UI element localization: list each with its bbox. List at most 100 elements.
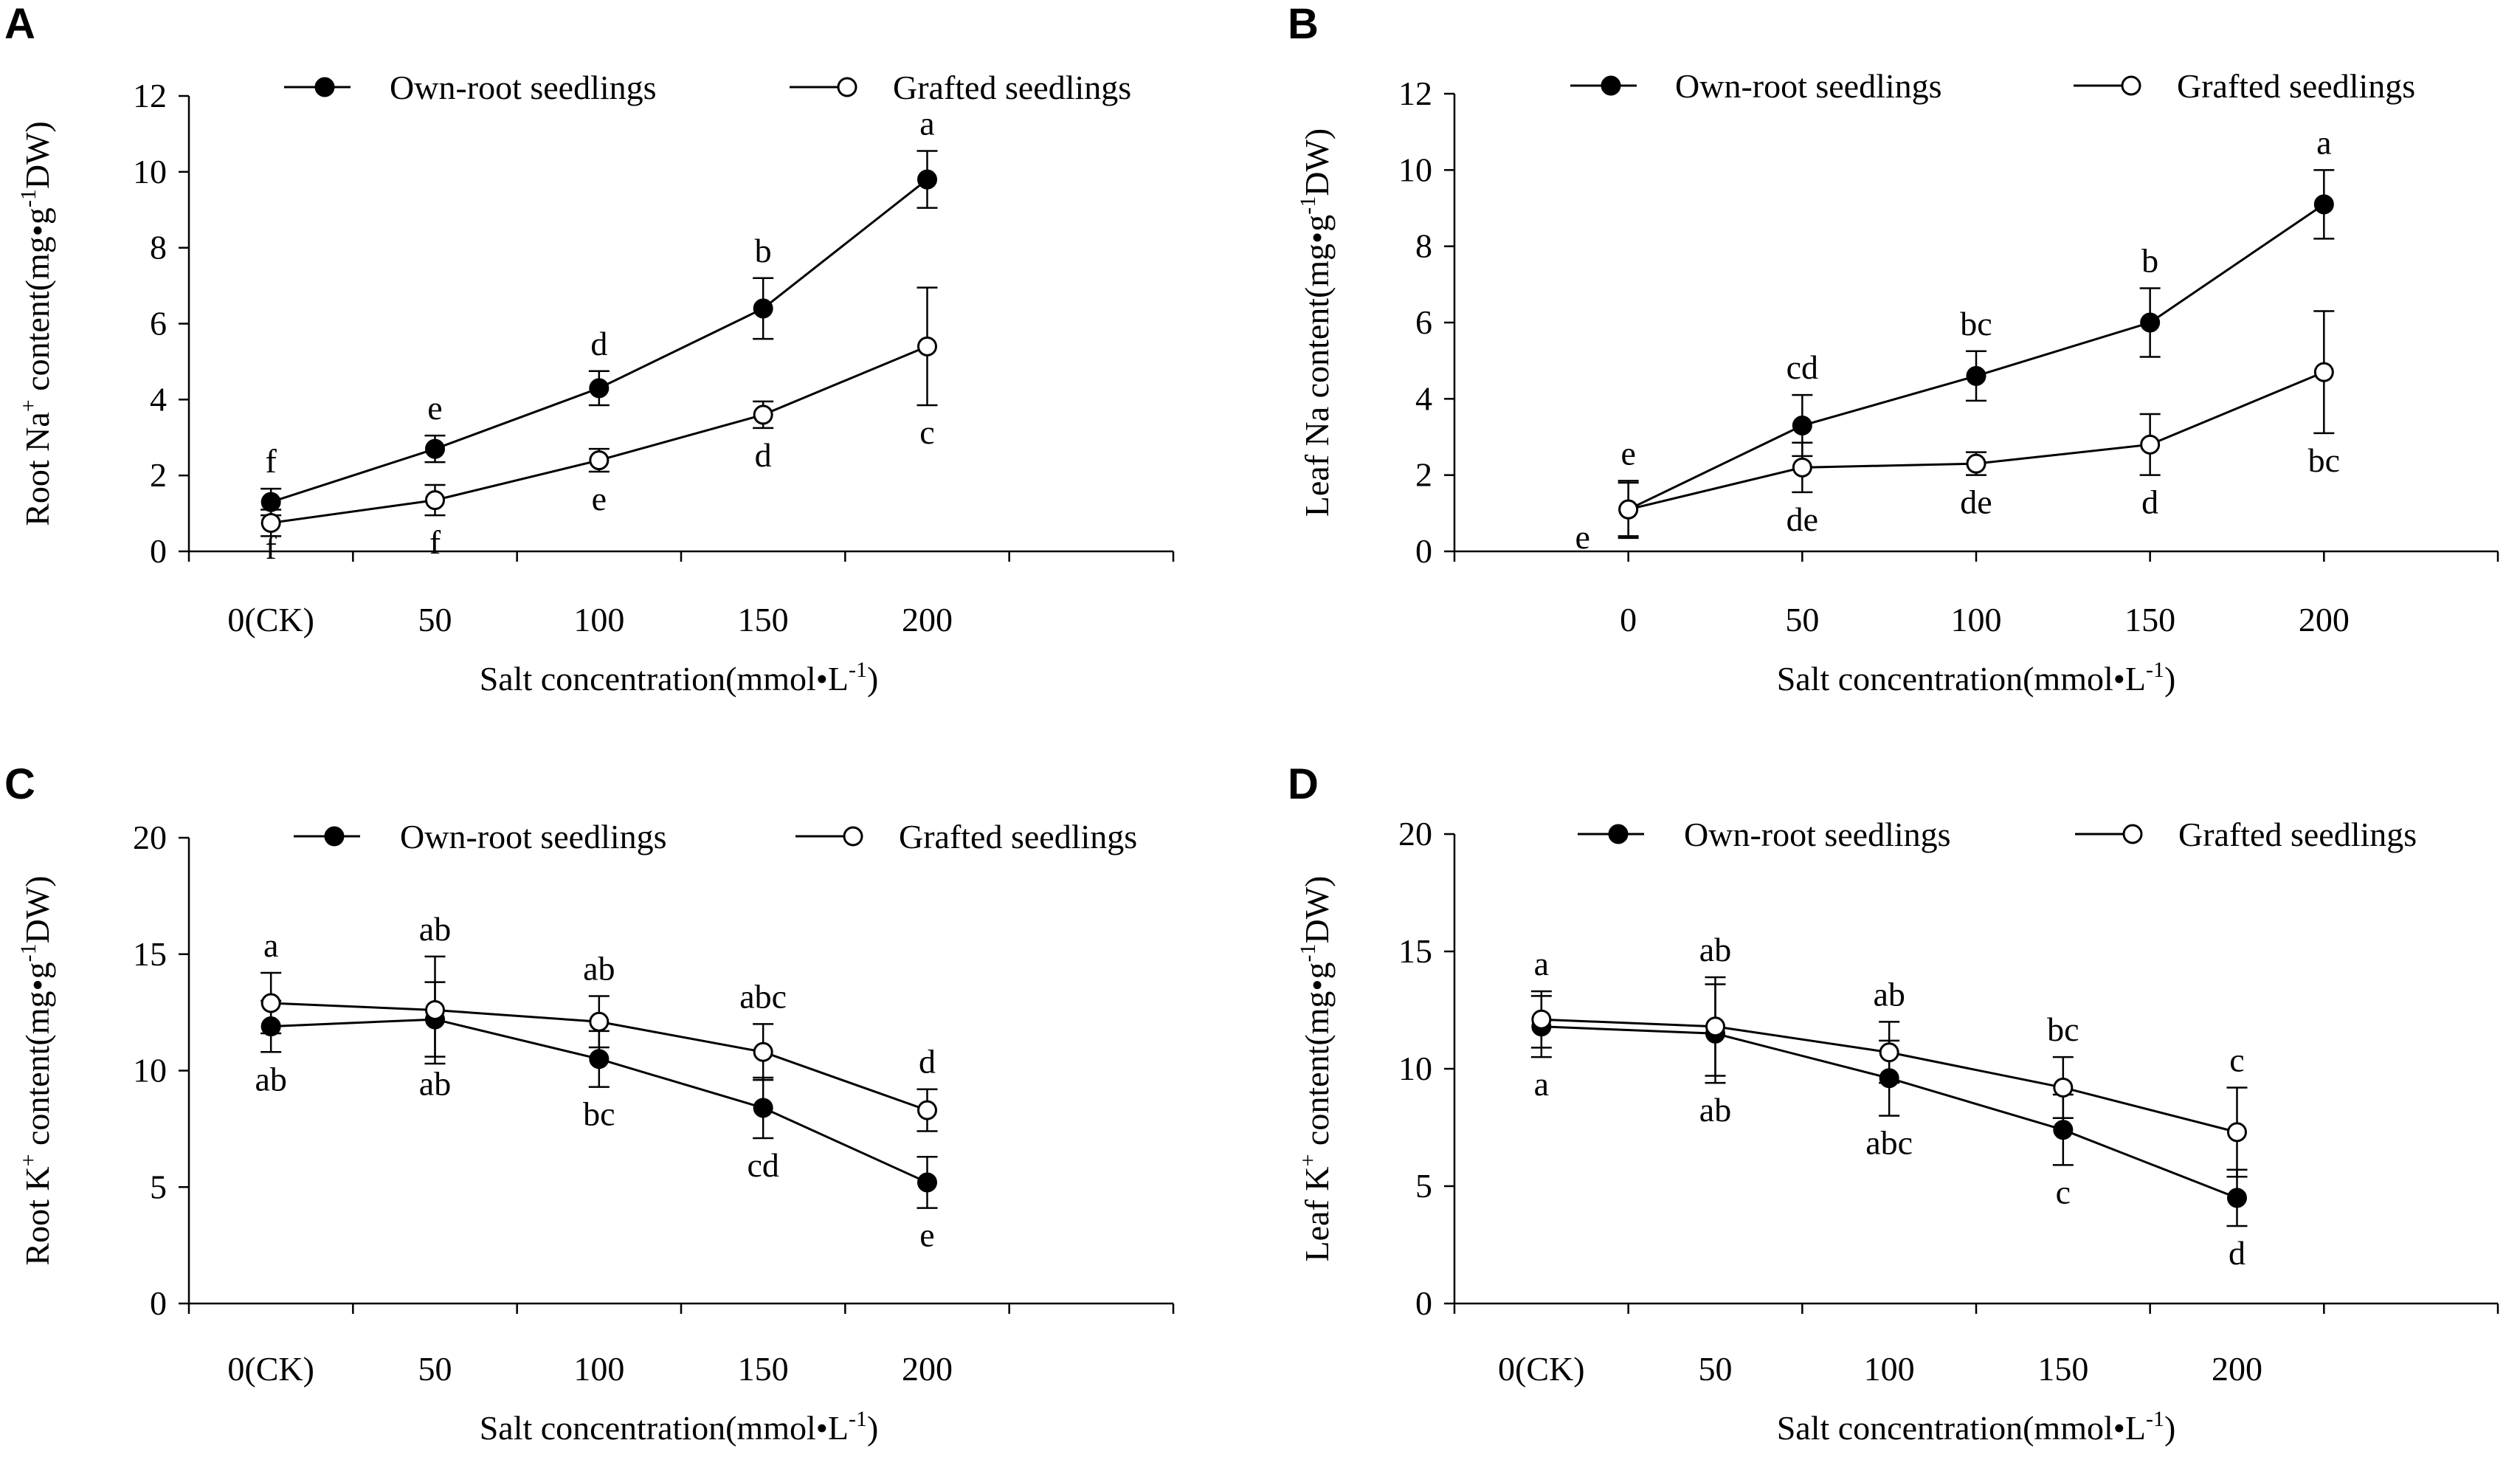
series-grafted: e de de d bc bbox=[1575, 310, 2340, 556]
legend-label: Own-root seedlings bbox=[1684, 816, 1951, 853]
chart-panel-b: B 0 2 4 6 8 10 12 0 50 100 150 200 Salt concentration… bbox=[1288, 0, 2499, 698]
x-tick-label: 150 bbox=[2037, 1350, 2088, 1388]
y-tick-label: 12 bbox=[133, 77, 167, 114]
significance-letter: d bbox=[919, 1043, 936, 1081]
y-tick-label: 10 bbox=[1398, 1050, 1432, 1087]
y-tick-label: 0 bbox=[150, 532, 167, 570]
legend-label: Grafted seedlings bbox=[2178, 816, 2417, 853]
data-point bbox=[917, 336, 937, 357]
x-axis-title-text: Salt concentration(mmol•L bbox=[1777, 1409, 2146, 1447]
y-axis-title-sup: + bbox=[1296, 1154, 1320, 1167]
significance-letter: d bbox=[590, 325, 607, 362]
data-point bbox=[589, 1049, 610, 1070]
significance-letter: f bbox=[266, 442, 277, 480]
significance-letter: bc bbox=[2047, 1010, 2079, 1048]
data-point bbox=[2313, 194, 2334, 215]
y-axis-title-text: content(mg•g bbox=[1298, 962, 1336, 1154]
data-point bbox=[260, 492, 281, 512]
x-tick-label: 200 bbox=[2299, 601, 2350, 638]
legend-item-own-root: Own-root seedlings bbox=[294, 818, 667, 855]
x-tick-label: 100 bbox=[573, 601, 624, 638]
y-axis-title-sup: + bbox=[16, 399, 41, 412]
y-tick-label: 2 bbox=[1415, 456, 1432, 494]
y-tick-label: 6 bbox=[150, 305, 167, 342]
y-tick-label: 8 bbox=[1415, 227, 1432, 265]
legend-item-grafted: Grafted seedlings bbox=[2074, 67, 2415, 105]
series-grafted: a ab ab abc d bbox=[260, 910, 938, 1132]
legend-label: Grafted seedlings bbox=[2177, 67, 2415, 105]
legend-filled-marker bbox=[314, 77, 335, 97]
y-tick-label: 20 bbox=[133, 819, 167, 856]
y-axis-title: Root Na+ content(mg•g-1DW) bbox=[16, 121, 56, 526]
significance-letter: e bbox=[592, 480, 607, 517]
y-axis-title: Leaf Na content(mg•g-1DW) bbox=[1296, 128, 1336, 517]
significance-letter: d bbox=[2229, 1234, 2245, 1272]
x-tick-label: 200 bbox=[902, 1350, 953, 1388]
chart-panel-a: A 0 2 4 6 8 10 12 0(CK) 50 100 150 200 Salt concentra… bbox=[4, 0, 1175, 698]
data-point bbox=[2053, 1077, 2074, 1098]
x-axis-title-end: ) bbox=[2164, 1409, 2175, 1447]
x-tick-label: 150 bbox=[738, 1350, 789, 1388]
x-tick-label: 100 bbox=[573, 1350, 624, 1388]
data-point bbox=[753, 1041, 773, 1062]
significance-letter: a bbox=[1534, 1065, 1549, 1103]
panel-letter: B bbox=[1288, 0, 1319, 48]
x-axis-title: Salt concentration(mmol•L-1) bbox=[1777, 658, 2176, 698]
y-tick-label: 10 bbox=[133, 153, 167, 190]
legend-label: Grafted seedlings bbox=[893, 69, 1131, 106]
chart-panel-d: D 0 5 10 15 20 0(CK) 50 100 150 200 Salt concentrat… bbox=[1288, 760, 2499, 1447]
y-tick-label: 0 bbox=[150, 1284, 167, 1322]
x-axis-title-end: ) bbox=[2164, 660, 2175, 698]
x-tick-label: 200 bbox=[902, 601, 953, 638]
data-point bbox=[917, 1100, 937, 1120]
x-axis-title-text: Salt concentration(mmol•L bbox=[1777, 660, 2146, 698]
data-point bbox=[753, 404, 773, 425]
legend-open-marker bbox=[843, 826, 863, 847]
legend-item-grafted: Grafted seedlings bbox=[790, 69, 1131, 106]
significance-letter: ab bbox=[1873, 975, 1905, 1013]
data-point bbox=[917, 1172, 937, 1193]
y-axis-title-text: DW) bbox=[1298, 128, 1336, 196]
x-tick-label: 100 bbox=[1951, 601, 2002, 638]
series-own-root: ab ab bc cd e bbox=[255, 981, 938, 1254]
x-tick-label: 0 bbox=[1620, 601, 1637, 638]
significance-letter: a bbox=[1534, 945, 1549, 982]
data-point bbox=[589, 378, 610, 399]
legend-item-grafted: Grafted seedlings bbox=[795, 818, 1137, 855]
data-point bbox=[1705, 1016, 1725, 1037]
significance-letter: cd bbox=[1787, 348, 1818, 386]
data-point bbox=[1879, 1042, 1899, 1063]
y-axis-title-text: content(mg•g bbox=[18, 962, 56, 1154]
x-axis-title-sup: -1 bbox=[849, 658, 867, 682]
significance-letter: abc bbox=[739, 977, 787, 1015]
data-point bbox=[1966, 453, 1986, 474]
legend-filled-marker bbox=[324, 826, 345, 847]
data-point bbox=[2053, 1120, 2074, 1140]
y-tick-label: 12 bbox=[1398, 75, 1432, 112]
significance-letter: bc bbox=[1960, 305, 1992, 342]
significance-letter: d bbox=[2141, 483, 2158, 521]
y-tick-label: 10 bbox=[1398, 151, 1432, 188]
y-axis-title-sup: -1 bbox=[16, 943, 41, 962]
significance-letter: ab bbox=[255, 1060, 286, 1098]
data-point bbox=[2140, 434, 2161, 455]
y-axis-title-text: DW) bbox=[18, 121, 56, 189]
data-point bbox=[917, 169, 937, 190]
significance-letter: ab bbox=[1699, 931, 1731, 968]
significance-letter: b bbox=[755, 232, 772, 269]
x-axis-title: Salt concentration(mmol•L-1) bbox=[1777, 1407, 2176, 1447]
data-point bbox=[1966, 365, 1986, 386]
panel-letter: A bbox=[4, 0, 35, 48]
legend-item-own-root: Own-root seedlings bbox=[1578, 816, 1951, 853]
legend-item-grafted: Grafted seedlings bbox=[2075, 816, 2417, 853]
y-tick-label: 4 bbox=[1415, 379, 1432, 417]
data-point bbox=[1531, 1009, 1552, 1030]
legend-open-marker bbox=[837, 77, 857, 97]
y-axis-title-text: Leaf K bbox=[1298, 1167, 1336, 1262]
data-point bbox=[1792, 416, 1812, 435]
data-point bbox=[425, 490, 445, 511]
y-tick-label: 5 bbox=[150, 1168, 167, 1205]
data-point bbox=[589, 450, 610, 471]
legend-open-marker bbox=[2121, 75, 2141, 96]
x-axis-title-sup: -1 bbox=[2146, 1407, 2164, 1431]
